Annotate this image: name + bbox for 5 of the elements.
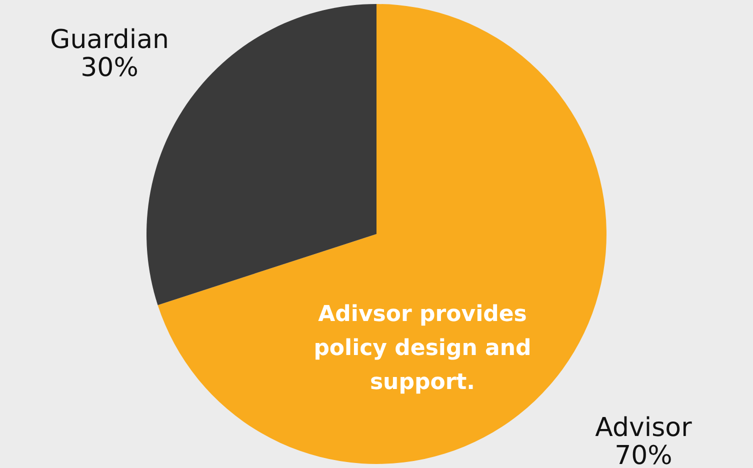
- text: Adivsor provides policy design and support.: [314, 302, 532, 395]
- data-label: 30%: [80, 53, 138, 84]
- data-label: 70%: [614, 440, 672, 468]
- slice-label: Advisor: [595, 412, 692, 443]
- slice-label: Guardian: [50, 25, 169, 56]
